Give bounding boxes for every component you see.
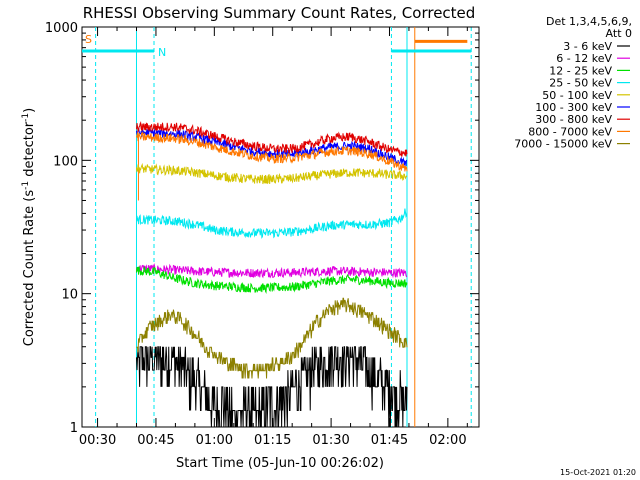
time-markers xyxy=(95,27,472,427)
legend-label: 300 - 800 keV xyxy=(535,113,612,126)
x-tick-label: 02:00 xyxy=(429,433,466,448)
series-line-1 xyxy=(135,263,408,279)
series-line-2 xyxy=(135,266,408,294)
x-tick-label: 00:30 xyxy=(79,433,116,448)
legend-label: 800 - 7000 keV xyxy=(528,125,612,138)
series-line-6 xyxy=(135,121,408,157)
series-line-4 xyxy=(135,162,408,185)
x-tick-label: 01:15 xyxy=(254,433,291,448)
legend-label: 6 - 12 keV xyxy=(556,52,612,65)
y-axis-label: Corrected Count Rate (s-1 detector-1) xyxy=(21,108,37,346)
series-line-7 xyxy=(136,130,408,172)
x-axis-label: Start Time (05-Jun-10 00:26:02) xyxy=(176,456,384,471)
saa-label: S xyxy=(85,33,92,46)
series-line-0 xyxy=(135,346,408,428)
x-tick-label: 01:00 xyxy=(196,433,233,448)
x-tick-label: 00:45 xyxy=(137,433,174,448)
legend-header-line1: Det 1,3,4,5,6,9, xyxy=(546,15,632,28)
x-tick-label: 01:30 xyxy=(312,433,349,448)
series-lines xyxy=(135,121,408,428)
night-label: N xyxy=(158,46,166,59)
y-tick-label: 100 xyxy=(53,154,78,169)
legend-label: 12 - 25 keV xyxy=(549,64,612,77)
legend-label: 100 - 300 keV xyxy=(535,101,612,114)
x-axis-ticks: 00:30 00:45 01:00 01:15 01:30 01:45 02:00 xyxy=(79,27,468,448)
legend-label: 7000 - 15000 keV xyxy=(514,138,612,151)
series-line-3 xyxy=(135,208,408,239)
plot-frame xyxy=(81,26,480,428)
status-bars: SN xyxy=(82,33,472,59)
legend-label: 3 - 6 keV xyxy=(563,40,612,53)
y-tick-label: 1000 xyxy=(45,21,78,36)
legend-header-line2: Att 0 xyxy=(606,27,632,40)
chart-title: RHESSI Observing Summary Count Rates, Co… xyxy=(83,4,476,22)
series-line-8 xyxy=(136,297,408,379)
legend-label: 50 - 100 keV xyxy=(542,89,612,102)
footer-timestamp: 15-Oct-2021 01:20 xyxy=(560,468,636,477)
y-axis-ticks: 1 10 100 1000 xyxy=(45,21,479,436)
y-tick-label: 1 xyxy=(70,421,78,436)
y-tick-label: 10 xyxy=(61,288,78,303)
series-line-5 xyxy=(135,126,408,167)
x-tick-label: 01:45 xyxy=(371,433,408,448)
legend-label: 25 - 50 keV xyxy=(549,77,612,90)
